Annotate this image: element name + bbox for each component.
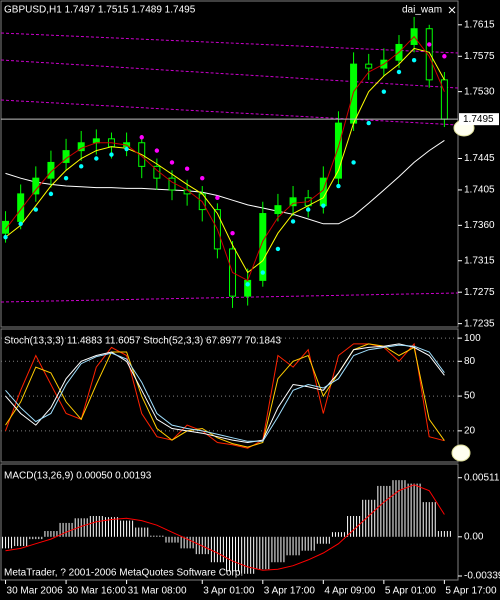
stoch-line [5,344,445,442]
candle-body [259,213,267,281]
y-tick-label: 1.7275 [464,287,495,298]
x-tick-label: 4 Apr 09:00 [324,586,376,597]
candle-body [17,193,25,222]
trend-line [0,32,459,54]
last-price-box [459,113,499,126]
trail-dot [139,135,144,140]
stoch-line [5,343,445,448]
trail-dot [200,175,205,181]
y-tick-label: 20 [464,425,476,436]
x-tick-label: 3 Apr 17:00 [264,586,316,597]
main-panel-frame [0,0,459,328]
trail-dot [154,148,160,153]
y-tick-label: 1.7615 [464,19,495,30]
trail-dot [366,120,371,126]
y-tick-label: 1.7575 [464,51,495,62]
y-tick-label: 0.00 [464,531,484,542]
trail-dot [230,231,235,236]
overlay: 1.7495 [459,113,499,126]
y-tick-label: 1.7315 [464,255,495,266]
y-tick-label: -0.00339 [464,571,500,582]
y-tick-label: 1.7445 [464,153,495,164]
trail-dot [124,146,129,152]
footer: MetaTrader, ? 2001-2006 MetaQuotes Softw… [4,568,243,579]
trail-dot [94,156,99,161]
trail-dot [48,191,54,197]
trail-dot [321,203,326,208]
y-tick-label: 1.7405 [464,185,495,196]
signal-line [5,484,445,571]
x-tick-label: 3 Apr 01:00 [203,586,255,597]
y-tick-label: 1.7530 [464,86,495,97]
trail-dot [396,69,402,75]
trail-dot [427,42,432,47]
macd-panel-frame [0,463,459,581]
trail-dot [351,160,356,165]
y-tick-label: 100 [464,333,481,344]
trail-dot [305,207,311,212]
trail-dot [442,54,447,59]
trail-dot [381,89,387,94]
highlight-marker [451,444,471,462]
moving-average [5,139,445,225]
y-tick-label: 80 [464,356,476,367]
trail-dot [109,152,114,157]
x-tick-label: 30 Mar 2006 [7,586,64,597]
trail-dot [260,270,265,275]
stoch-line [5,343,445,444]
indicator-label: dai_wam [402,5,442,16]
macd-title: MACD(13,26,9) 0.00050 0.00193 [4,471,152,482]
y-tick-label: 1.7235 [464,318,495,329]
trend-line [0,99,459,126]
candle-body [47,161,55,179]
candle-body [334,122,342,179]
trail-dot [3,234,8,240]
trail-dot [33,207,39,212]
candle-body [2,220,10,234]
trail-dot [411,57,417,63]
trail-dot [290,219,296,224]
x-tick-label: 5 Apr 17:00 [445,586,497,597]
x-tick-label: 31 Mar 08:00 [128,586,187,597]
chart-title: GBPUSD,H1 1.7497 1.7515 1.7489 1.7495 [4,5,196,16]
candle-body [32,177,40,195]
trail-dot [215,195,220,201]
trail-dot [63,175,69,181]
candle-body [425,28,433,81]
trail-dot [245,282,250,287]
trend-line [0,59,459,89]
trail-dot [18,221,23,226]
y-tick-label: 0.00511 [464,472,500,483]
y-tick-label: 1.7360 [464,220,495,231]
x-tick-label: 30 Mar 16:00 [67,586,126,597]
candle-body [289,197,297,207]
candle-body [274,205,282,215]
candle-body [365,63,373,69]
trail-dot [79,164,84,169]
x-tick-label: 5 Apr 01:00 [385,586,437,597]
trail-dot [336,183,341,189]
moving-average [5,35,445,282]
candle-body [92,138,100,144]
stoch-title: Stoch(13,3,3) 11.4883 11.6057 Stoch(52,3… [4,336,282,347]
plot-area: 1.7615 1.7575 1.7530 1.7445 1.7405 1.7360 1.73… [0,16,500,597]
trail-dot [275,246,281,252]
last-price-label: 1.7495 [463,114,494,125]
stoch-panel-frame [0,328,459,463]
trail-dot [169,160,175,165]
trail-dot [184,166,190,171]
close-icon[interactable] [448,6,456,14]
trend-line [0,292,459,303]
moving-average [5,47,445,274]
y-tick-label: 50 [464,391,476,402]
